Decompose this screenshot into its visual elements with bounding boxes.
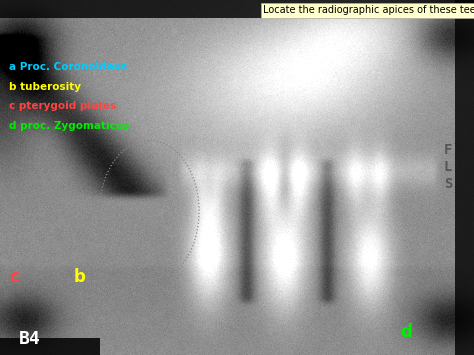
Text: c: c (9, 268, 19, 286)
Text: B4: B4 (19, 330, 41, 348)
Text: F
L
S: F L S (444, 143, 452, 191)
Text: c pterygoid plates: c pterygoid plates (9, 101, 117, 111)
Text: d proc. Zygomaticus: d proc. Zygomaticus (9, 121, 130, 131)
Text: d: d (401, 323, 412, 341)
Text: a: a (156, 207, 164, 219)
Text: Locate the radiographic apices of these teeth: Locate the radiographic apices of these … (263, 5, 474, 15)
Text: a Proc. Coronoideus: a Proc. Coronoideus (9, 62, 128, 72)
Text: b tuberosity: b tuberosity (9, 82, 82, 92)
Text: b: b (73, 268, 85, 286)
